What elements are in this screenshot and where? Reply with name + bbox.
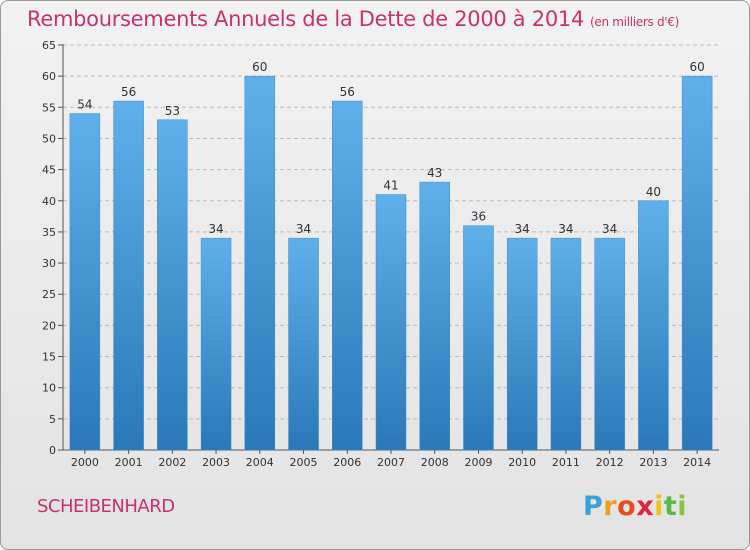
- bars: [69, 75, 713, 451]
- commune-name: SCHEIBENHARD: [37, 496, 175, 517]
- logo-letter: o: [617, 491, 637, 522]
- data-label: 53: [165, 104, 180, 118]
- bar: [332, 100, 363, 451]
- y-tick-label: 50: [42, 132, 56, 145]
- chart-subtitle: (en milliers d'€): [590, 15, 680, 29]
- data-label: 34: [208, 222, 223, 236]
- x-tick-label: 2012: [596, 456, 624, 469]
- y-tick-label: 55: [42, 101, 56, 114]
- bar: [288, 237, 319, 451]
- x-tick-label: 2010: [508, 456, 536, 469]
- y-tick-label: 35: [42, 226, 56, 239]
- x-tick-label: 2002: [158, 456, 186, 469]
- x-tick-label: 2001: [115, 456, 143, 469]
- x-tick-label: 2004: [246, 456, 274, 469]
- bar: [157, 119, 188, 451]
- data-label: 34: [296, 222, 311, 236]
- y-tick-label: 10: [42, 382, 56, 395]
- x-tick-label: 2014: [683, 456, 711, 469]
- bar: [419, 181, 450, 451]
- bar: [200, 237, 232, 451]
- data-label: 43: [427, 166, 442, 180]
- y-tick-label: 15: [42, 351, 56, 364]
- logo-letter: x: [636, 491, 655, 522]
- y-tick-label: 65: [42, 39, 56, 52]
- y-tick-label: 45: [42, 164, 56, 177]
- data-label: 34: [515, 222, 530, 236]
- data-label: 54: [77, 98, 92, 112]
- x-tick-label: 2008: [421, 456, 449, 469]
- data-label: 34: [558, 222, 573, 236]
- bar: [681, 75, 713, 451]
- y-tick-label: 40: [42, 195, 56, 208]
- bar: [375, 194, 407, 451]
- y-tick-label: 25: [42, 288, 56, 301]
- x-tick-label: 2007: [377, 456, 405, 469]
- bar: [594, 237, 625, 451]
- x-tick-label: 2009: [464, 456, 492, 469]
- x-tick-label: 2013: [639, 456, 667, 469]
- logo-letter: i: [677, 491, 688, 522]
- bar: [244, 75, 276, 451]
- x-tick-label: 2011: [552, 456, 580, 469]
- bar: [69, 113, 101, 451]
- chart-title: Remboursements Annuels de la Dette de 20…: [27, 7, 679, 31]
- data-label: 41: [383, 179, 398, 193]
- bar: [550, 237, 582, 451]
- labels: 0 5 10 15 20 25 30 35 40 45 50 55 60 65 54 2000 56 2001 53…: [42, 39, 711, 469]
- y-tick-label: 30: [42, 257, 56, 270]
- logo-letter: r: [603, 491, 618, 522]
- title-text: Remboursements Annuels de la Dette de 20…: [27, 7, 584, 31]
- x-tick-label: 2006: [333, 456, 361, 469]
- x-tick-label: 2000: [71, 456, 99, 469]
- y-tick-label: 60: [42, 70, 56, 83]
- data-label: 40: [646, 185, 661, 199]
- bar: [113, 100, 144, 451]
- logo-letter: t: [663, 491, 678, 522]
- logo-letter: P: [583, 491, 604, 522]
- data-label: 36: [471, 210, 486, 224]
- x-tick-label: 2005: [290, 456, 318, 469]
- data-label: 34: [602, 222, 617, 236]
- y-tick-label: 20: [42, 319, 56, 332]
- x-tick-label: 2003: [202, 456, 230, 469]
- proxiti-logo[interactable]: Proxiti: [583, 491, 687, 522]
- data-label: 60: [689, 60, 704, 74]
- bar: [638, 200, 669, 451]
- data-label: 56: [121, 85, 136, 99]
- data-label: 60: [252, 60, 267, 74]
- bar: [463, 225, 494, 451]
- y-tick-label: 5: [49, 413, 56, 426]
- y-tick-label: 0: [49, 444, 56, 457]
- bar: [506, 237, 538, 451]
- logo-letter: i: [654, 491, 664, 522]
- data-label: 56: [340, 85, 355, 99]
